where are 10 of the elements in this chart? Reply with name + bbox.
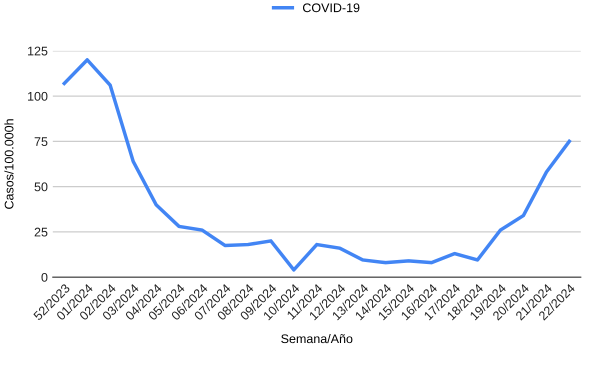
line-series bbox=[62, 58, 572, 272]
y-tick-label: 0 bbox=[41, 272, 48, 282]
y-axis-title: Casos/100.000h bbox=[4, 119, 14, 209]
y-tick-label: 100 bbox=[28, 92, 48, 101]
x-axis-title: Semana/Año bbox=[281, 334, 352, 344]
y-tick-label: 50 bbox=[34, 182, 48, 192]
legend-label: COVID-19 bbox=[302, 3, 360, 12]
y-tick-label: 125 bbox=[28, 46, 48, 56]
y-tick-label: 75 bbox=[34, 137, 48, 146]
y-tick-label: 25 bbox=[34, 228, 48, 237]
